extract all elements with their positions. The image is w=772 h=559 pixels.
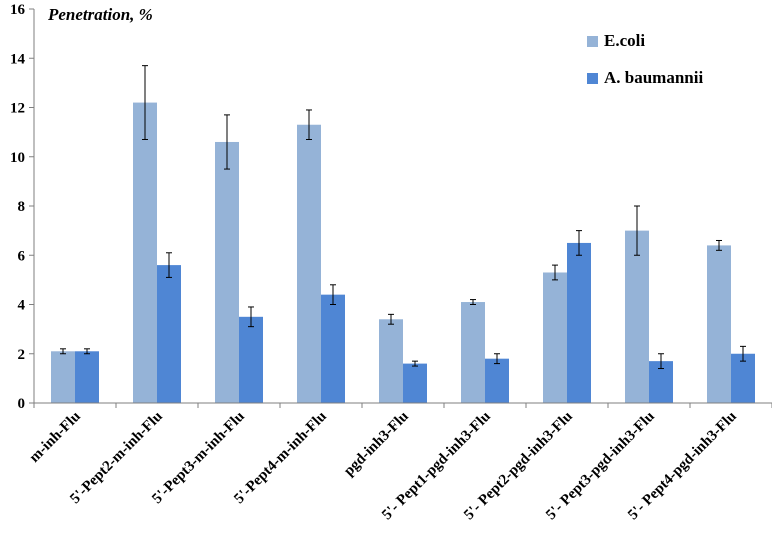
- legend-label-1: A. baumannii: [604, 68, 703, 87]
- y-tick-label-10: 10: [10, 150, 25, 166]
- bars-layer: [51, 102, 755, 404]
- legend-swatch-1: [587, 73, 598, 84]
- category-label-0: m-inh-Flu: [27, 409, 84, 466]
- category-label-1: 5'-Pept2-m-inh-Flu: [67, 409, 166, 508]
- bar-abaumannii-2: [239, 316, 263, 403]
- y-tick-label-16: 16: [10, 2, 26, 18]
- bar-ecoli-2: [215, 141, 239, 403]
- y-tick-label-8: 8: [18, 199, 26, 215]
- error-bars-layer: [60, 65, 746, 370]
- error-bar-abaumannii-3: [330, 284, 336, 305]
- category-label-2: 5'-Pept3-m-inh-Flu: [149, 409, 248, 508]
- bar-ecoli-4: [379, 319, 403, 403]
- y-tick-label-4: 4: [18, 298, 26, 314]
- bar-abaumannii-6: [567, 242, 591, 403]
- error-bar-ecoli-6: [552, 264, 558, 281]
- bar-abaumannii-8: [731, 353, 755, 403]
- error-bar-ecoli-2: [224, 114, 230, 170]
- error-bar-ecoli-8: [716, 239, 722, 251]
- bar-abaumannii-1: [157, 265, 181, 403]
- bar-abaumannii-4: [403, 363, 427, 403]
- category-label-4: pgd-inh3-Flu: [341, 409, 412, 480]
- error-bar-ecoli-4: [388, 313, 394, 325]
- bar-abaumannii-5: [485, 358, 509, 403]
- bar-ecoli-6: [543, 272, 567, 403]
- y-tick-label-2: 2: [18, 347, 26, 363]
- error-bar-ecoli-3: [306, 109, 312, 141]
- bar-ecoli-7: [625, 230, 649, 403]
- y-tick-label-6: 6: [18, 248, 26, 264]
- legend: E.coli A. baumannii: [587, 31, 703, 87]
- bar-ecoli-3: [297, 124, 321, 404]
- bar-ecoli-1: [133, 102, 157, 403]
- legend-item-abaumannii: A. baumannii: [587, 68, 703, 87]
- legend-swatch-0: [587, 36, 598, 47]
- category-label-3: 5'-Pept4-m-inh-Flu: [231, 409, 330, 508]
- error-bar-abaumannii-6: [576, 230, 582, 256]
- axes-layer: [29, 8, 772, 408]
- y-tick-label-14: 14: [10, 51, 26, 67]
- error-bar-ecoli-5: [470, 299, 476, 305]
- bar-ecoli-5: [461, 302, 485, 403]
- error-bar-abaumannii-4: [412, 360, 418, 367]
- y-tick-label-12: 12: [10, 101, 25, 117]
- error-bar-ecoli-0: [60, 348, 66, 355]
- error-bar-abaumannii-0: [84, 348, 90, 355]
- error-bar-ecoli-7: [634, 205, 640, 256]
- error-bar-abaumannii-2: [248, 306, 254, 328]
- bar-ecoli-8: [707, 245, 731, 403]
- error-bar-abaumannii-8: [740, 345, 746, 362]
- legend-item-ecoli: E.coli: [587, 31, 645, 50]
- error-bar-ecoli-1: [142, 65, 148, 141]
- error-bar-abaumannii-7: [658, 353, 664, 370]
- error-bar-abaumannii-1: [166, 252, 172, 278]
- error-bar-abaumannii-5: [494, 353, 500, 365]
- bar-abaumannii-3: [321, 294, 345, 403]
- bar-ecoli-0: [51, 351, 75, 403]
- y-tick-label-0: 0: [18, 396, 26, 412]
- y-axis-label: Penetration, %: [47, 5, 153, 24]
- legend-label-0: E.coli: [604, 31, 645, 50]
- bar-abaumannii-0: [75, 351, 99, 403]
